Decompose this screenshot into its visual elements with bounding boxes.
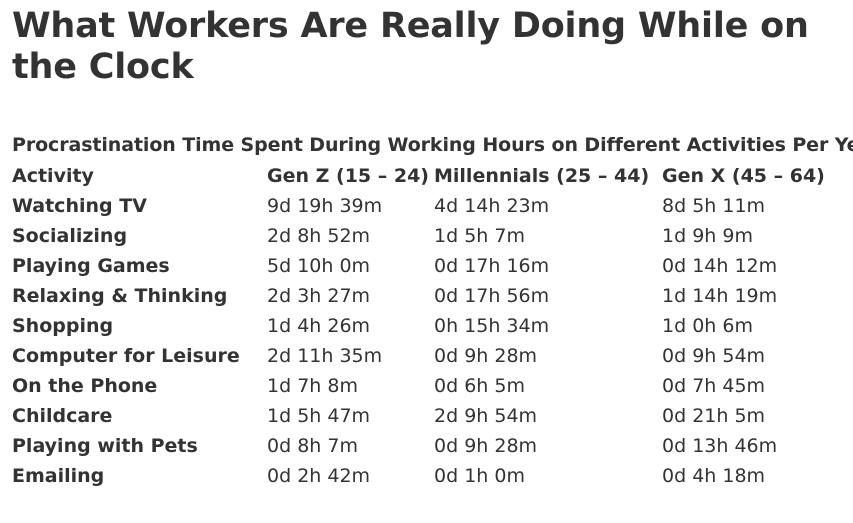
gen-x-cell: 0d 7h 45m	[662, 375, 766, 397]
activity-cell: Shopping	[12, 315, 114, 337]
table-row: Watching TV 9d 19h 39m 4d 14h 23m 8d 5h …	[12, 191, 848, 221]
activity-cell: On the Phone	[12, 375, 158, 397]
header-millennials: Millennials (25 – 44)	[434, 165, 650, 187]
gen-x-cell: 0d 9h 54m	[662, 345, 766, 367]
activity-cell: Socializing	[12, 225, 128, 247]
table-row: Shopping 1d 4h 26m 0h 15h 34m 1d 0h 6m	[12, 311, 848, 341]
millennials-cell: 0d 17h 56m	[434, 285, 550, 307]
gen-z-cell: 0d 2h 42m	[267, 465, 371, 487]
gen-x-cell: 0d 21h 5m	[662, 405, 766, 427]
table-row: Socializing 2d 8h 52m 1d 5h 7m 1d 9h 9m	[12, 221, 848, 251]
millennials-cell: 2d 9h 54m	[434, 405, 538, 427]
gen-x-cell: 1d 0h 6m	[662, 315, 753, 337]
gen-z-cell: 0d 8h 7m	[267, 435, 358, 457]
millennials-cell: 1d 5h 7m	[434, 225, 525, 247]
gen-z-cell: 2d 8h 52m	[267, 225, 371, 247]
activity-cell: Relaxing & Thinking	[12, 285, 228, 307]
activity-cell: Childcare	[12, 405, 113, 427]
millennials-cell: 4d 14h 23m	[434, 195, 550, 217]
header-gen-x: Gen X (45 – 64)	[662, 165, 825, 187]
activity-cell: Playing with Pets	[12, 435, 198, 457]
table-row: Relaxing & Thinking 2d 3h 27m 0d 17h 56m…	[12, 281, 848, 311]
activity-cell: Computer for Leisure	[12, 345, 240, 367]
gen-z-cell: 2d 3h 27m	[267, 285, 371, 307]
table-row: Playing Games 5d 10h 0m 0d 17h 16m 0d 14…	[12, 251, 848, 281]
table-row: Emailing 0d 2h 42m 0d 1h 0m 0d 4h 18m	[12, 461, 848, 491]
procrastination-table: Activity Gen Z (15 – 24) Millennials (25…	[12, 161, 848, 491]
table-row: Computer for Leisure 2d 11h 35m 0d 9h 28…	[12, 341, 848, 371]
millennials-cell: 0d 1h 0m	[434, 465, 525, 487]
table-row: Playing with Pets 0d 8h 7m 0d 9h 28m 0d …	[12, 431, 848, 461]
gen-z-cell: 5d 10h 0m	[267, 255, 371, 277]
table-row: On the Phone 1d 7h 8m 0d 6h 5m 0d 7h 45m	[12, 371, 848, 401]
page-title: What Workers Are Really Doing While on t…	[12, 6, 809, 87]
gen-x-cell: 8d 5h 11m	[662, 195, 766, 217]
table-header-row: Activity Gen Z (15 – 24) Millennials (25…	[12, 161, 848, 191]
table-caption: Procrastination Time Spent During Workin…	[12, 134, 853, 156]
gen-z-cell: 9d 19h 39m	[267, 195, 383, 217]
millennials-cell: 0d 9h 28m	[434, 435, 538, 457]
gen-z-cell: 2d 11h 35m	[267, 345, 383, 367]
millennials-cell: 0d 6h 5m	[434, 375, 525, 397]
activity-cell: Watching TV	[12, 195, 147, 217]
gen-x-cell: 1d 9h 9m	[662, 225, 753, 247]
table-row: Childcare 1d 5h 47m 2d 9h 54m 0d 21h 5m	[12, 401, 848, 431]
gen-x-cell: 0d 13h 46m	[662, 435, 778, 457]
gen-z-cell: 1d 4h 26m	[267, 315, 371, 337]
millennials-cell: 0h 15h 34m	[434, 315, 550, 337]
millennials-cell: 0d 17h 16m	[434, 255, 550, 277]
gen-z-cell: 1d 7h 8m	[267, 375, 358, 397]
gen-z-cell: 1d 5h 47m	[267, 405, 371, 427]
gen-x-cell: 1d 14h 19m	[662, 285, 778, 307]
millennials-cell: 0d 9h 28m	[434, 345, 538, 367]
gen-x-cell: 0d 4h 18m	[662, 465, 766, 487]
gen-x-cell: 0d 14h 12m	[662, 255, 778, 277]
article-section: What Workers Are Really Doing While on t…	[12, 6, 853, 487]
header-activity: Activity	[12, 165, 94, 187]
activity-cell: Playing Games	[12, 255, 170, 277]
activity-cell: Emailing	[12, 465, 105, 487]
header-gen-z: Gen Z (15 – 24)	[267, 165, 429, 187]
